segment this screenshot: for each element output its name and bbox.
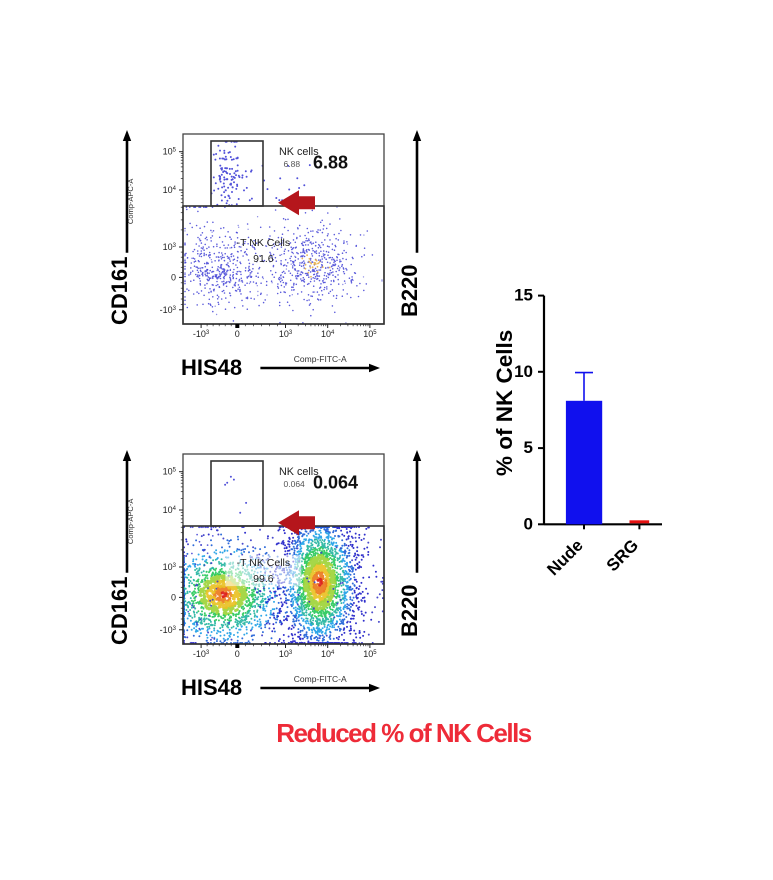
svg-text:-103: -103	[160, 305, 177, 315]
svg-text:-103: -103	[193, 649, 210, 659]
svg-text:Comp-FITC-A: Comp-FITC-A	[294, 354, 347, 364]
svg-text:103: 103	[279, 329, 293, 339]
svg-text:B220: B220	[397, 264, 422, 317]
svg-text:103: 103	[279, 649, 293, 659]
svg-text:-T NK Cells: -T NK Cells	[237, 237, 290, 249]
svg-text:105: 105	[363, 329, 377, 339]
svg-text:0: 0	[524, 514, 533, 533]
svg-text:-103: -103	[193, 329, 210, 339]
svg-text:SRG: SRG	[603, 536, 642, 575]
svg-text:105: 105	[163, 467, 177, 477]
svg-text:0.064: 0.064	[313, 473, 358, 493]
svg-text:103: 103	[163, 562, 177, 572]
svg-text:99.6: 99.6	[253, 573, 274, 585]
svg-text:104: 104	[321, 329, 335, 339]
svg-text:103: 103	[163, 242, 177, 252]
svg-text:15: 15	[514, 286, 533, 305]
svg-text:Nude: Nude	[543, 536, 586, 579]
svg-text:10: 10	[514, 362, 533, 381]
svg-text:104: 104	[321, 649, 335, 659]
svg-text:Comp-APC-A: Comp-APC-A	[126, 179, 135, 224]
svg-text:104: 104	[163, 185, 177, 195]
svg-text:0: 0	[171, 272, 176, 282]
svg-text:-103: -103	[160, 625, 177, 635]
svg-text:0: 0	[235, 329, 240, 339]
svg-text:0.064: 0.064	[284, 479, 306, 489]
svg-text:Comp-APC-A: Comp-APC-A	[126, 499, 135, 544]
svg-text:105: 105	[363, 649, 377, 659]
svg-text:0: 0	[235, 649, 240, 659]
svg-text:Comp-FITC-A: Comp-FITC-A	[294, 674, 347, 684]
svg-text:104: 104	[163, 505, 177, 515]
svg-text:0: 0	[171, 592, 176, 602]
svg-text:-T NK Cells: -T NK Cells	[237, 557, 290, 569]
svg-text:HIS48: HIS48	[181, 355, 242, 380]
svg-text:91.6: 91.6	[253, 253, 274, 265]
svg-text:CD161: CD161	[107, 257, 132, 325]
svg-text:5: 5	[524, 438, 533, 457]
svg-text:CD161: CD161	[107, 577, 132, 645]
svg-text:HIS48: HIS48	[181, 675, 242, 700]
svg-text:B220: B220	[397, 584, 422, 637]
svg-text:105: 105	[163, 147, 177, 157]
svg-text:% of NK Cells: % of NK Cells	[492, 330, 517, 476]
svg-text:6.88: 6.88	[313, 153, 348, 173]
svg-text:6.88: 6.88	[284, 159, 301, 169]
